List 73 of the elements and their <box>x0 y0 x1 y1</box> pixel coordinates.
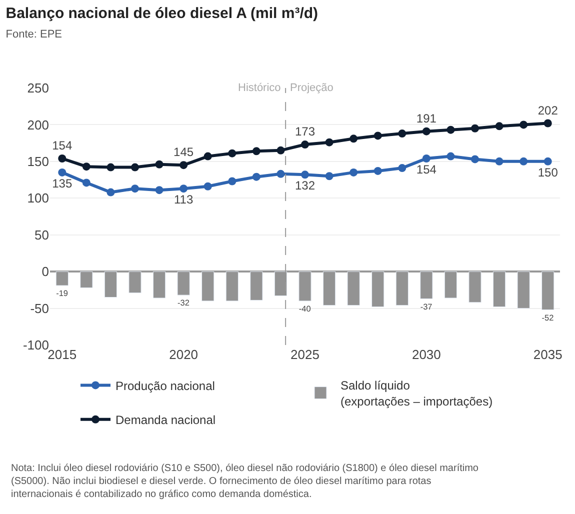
point <box>544 119 552 128</box>
point <box>131 184 139 193</box>
point <box>325 172 334 180</box>
x-tick-label: 2020 <box>169 347 198 362</box>
point <box>301 170 309 179</box>
point <box>155 160 164 168</box>
y-tick-label: 250 <box>27 80 49 96</box>
data-label: 191 <box>416 111 437 126</box>
point <box>276 170 285 178</box>
point <box>471 124 479 132</box>
point <box>495 122 504 130</box>
point <box>180 184 188 193</box>
data-label: 132 <box>294 178 316 193</box>
point <box>398 130 406 138</box>
data-label: 202 <box>538 103 558 118</box>
legend-label: Produção nacional <box>116 378 215 393</box>
x-tick-label: 2025 <box>290 347 320 362</box>
point <box>204 182 212 190</box>
point <box>374 132 382 140</box>
point <box>155 186 164 194</box>
y-tick-label: 0 <box>42 264 49 280</box>
y-tick-label: 100 <box>27 190 49 206</box>
point <box>544 157 552 166</box>
data-label: 154 <box>416 162 437 176</box>
point <box>58 168 66 176</box>
point <box>131 163 139 172</box>
legend-label: Demanda nacional <box>116 413 216 428</box>
point <box>495 157 504 166</box>
annotation: Projeção <box>290 82 334 94</box>
x-tick-label: 2030 <box>412 347 441 362</box>
point <box>422 154 430 162</box>
point <box>446 152 455 160</box>
y-tick-label: -100 <box>22 338 49 353</box>
point <box>228 149 236 158</box>
point <box>180 161 188 170</box>
point <box>374 166 382 175</box>
x-tick-label: 2015 <box>48 347 77 362</box>
legend-label: Saldo líquido (exportações – importações) <box>340 378 493 408</box>
data-label: 135 <box>52 176 72 190</box>
point <box>398 164 406 172</box>
point <box>204 152 212 160</box>
point <box>325 138 334 146</box>
point <box>252 147 260 156</box>
point <box>252 172 260 181</box>
annotation: Histórico <box>238 82 281 94</box>
y-tick-label: 200 <box>27 117 49 132</box>
point <box>422 127 430 136</box>
point <box>228 177 236 186</box>
point <box>82 178 90 187</box>
y-tick-label: 50 <box>34 227 49 242</box>
data-label: 173 <box>294 124 316 139</box>
y-tick-label: -50 <box>30 300 49 316</box>
point <box>82 162 90 171</box>
point <box>106 163 115 172</box>
text: Nota: Inclui óleo diesel rodoviário (S10 e S500), óleo diesel não rodoviário (S1800) e óleo diesel marítimo (S5000). Não inclui biodiesel e diesel verde. O fornecimento de óleo diesel marítimo para rotas internacionais é contabilizado no gráfico como demanda doméstica. <box>11 463 479 500</box>
point <box>58 154 66 162</box>
point <box>301 140 309 149</box>
point <box>520 157 528 166</box>
y-tick-label: 150 <box>27 154 49 169</box>
point <box>106 188 115 196</box>
chart-title: Balanço nacional de óleo diesel A (mil m³/d) <box>6 4 318 22</box>
point <box>276 146 285 154</box>
point <box>520 120 528 129</box>
point <box>350 134 358 143</box>
point <box>471 155 479 164</box>
data-label: 113 <box>174 192 194 207</box>
x-tick-label: 2035 <box>533 347 562 362</box>
data-label: 154 <box>52 138 72 152</box>
chart-subtitle: Fonte: EPE <box>6 28 62 40</box>
point <box>446 126 455 134</box>
point <box>350 168 358 176</box>
data-label: 145 <box>174 145 194 160</box>
data-label: 150 <box>538 165 558 180</box>
